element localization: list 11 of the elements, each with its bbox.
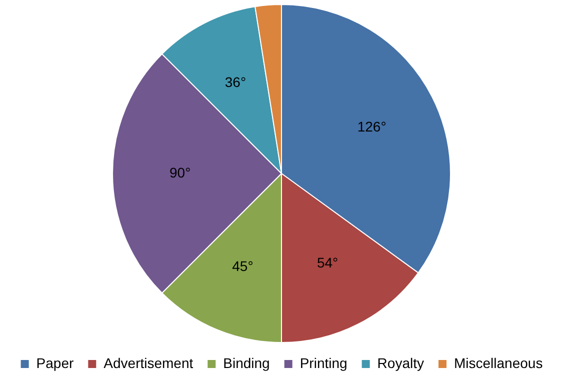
- data-label: 126°: [357, 118, 386, 134]
- data-label: 36°: [224, 74, 246, 90]
- legend-label: Royalty: [377, 354, 424, 371]
- data-label: 90°: [170, 164, 191, 180]
- legend-label: Paper: [36, 354, 74, 371]
- data-label: 45°: [232, 258, 254, 274]
- legend-label: Binding: [223, 354, 270, 371]
- legend-label: Miscellaneous: [454, 354, 543, 371]
- data-label: 54°: [316, 254, 338, 271]
- legend-label: Printing: [300, 354, 348, 371]
- legend-label: Advertisement: [104, 354, 194, 371]
